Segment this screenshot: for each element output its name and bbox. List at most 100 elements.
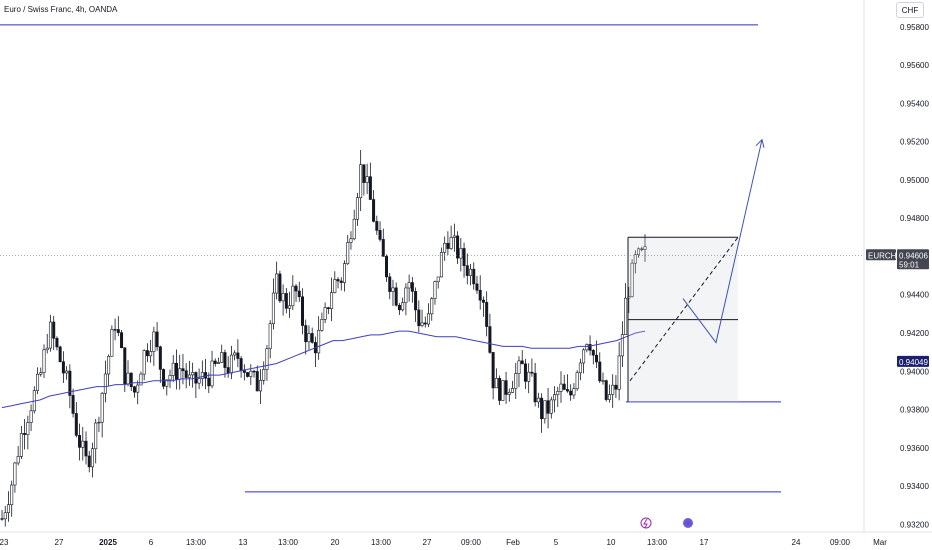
candle-body — [320, 319, 324, 331]
candle-body — [559, 383, 563, 392]
ma-tag-bg — [897, 355, 929, 367]
candle-body — [504, 380, 508, 395]
candle-body — [423, 322, 427, 325]
candle-body — [556, 391, 560, 395]
candle-body — [365, 176, 369, 183]
x-tick-label: 13:00 — [278, 538, 299, 547]
x-tick-label: 24 — [792, 538, 801, 547]
candle-body — [262, 369, 266, 381]
flash-icon[interactable] — [640, 517, 652, 529]
candle-body — [333, 279, 337, 293]
candle-body — [275, 273, 279, 294]
candle-body — [372, 199, 376, 222]
y-tick-label: 0.94200 — [900, 329, 929, 338]
candle-body — [255, 371, 259, 392]
candle-body — [0, 518, 4, 520]
candle-body — [97, 421, 101, 424]
candle-body — [507, 392, 511, 395]
candle-body — [239, 358, 243, 371]
candle-body — [200, 372, 204, 379]
candle-body — [100, 392, 104, 423]
candle-body — [6, 504, 10, 514]
candle-body — [611, 384, 615, 395]
candle-body — [472, 268, 476, 285]
candle-body — [52, 321, 56, 339]
candle-body — [378, 230, 382, 240]
candle-body — [517, 360, 521, 374]
symbol-tag: EURCHF — [868, 251, 901, 260]
candle-body — [462, 248, 466, 266]
candle-body — [523, 363, 527, 382]
candle-body — [604, 380, 608, 400]
candle-body — [48, 321, 52, 349]
candles-layer — [0, 149, 647, 527]
candle-body — [29, 410, 33, 423]
candle-body — [481, 299, 485, 303]
candle-body — [297, 290, 301, 298]
forecast-arrow-path — [682, 139, 763, 344]
candle-body — [346, 242, 350, 264]
candle-body — [491, 352, 495, 389]
candle-body — [71, 395, 75, 414]
candle-body — [61, 361, 65, 374]
candle-body — [401, 302, 405, 311]
candle-body — [123, 347, 127, 385]
candle-body — [443, 242, 447, 253]
candle-body — [465, 265, 469, 276]
candle-body — [213, 360, 217, 364]
x-tick-label: 6 — [149, 538, 154, 547]
candle-body — [187, 374, 191, 378]
candle-body — [439, 252, 443, 278]
candle-body — [265, 348, 269, 370]
candle-body — [407, 282, 411, 289]
y-tick-label: 0.95200 — [900, 138, 929, 147]
candle-body — [90, 448, 94, 468]
candle-body — [94, 422, 98, 450]
candle-body — [210, 360, 214, 387]
candle-body — [171, 362, 175, 376]
candle-body — [136, 384, 140, 393]
y-tick-label: 0.95600 — [900, 61, 929, 70]
candle-body — [562, 383, 566, 390]
candle-body — [216, 362, 220, 364]
candle-body — [578, 362, 582, 374]
candle-body — [258, 380, 262, 392]
candle-body — [165, 379, 169, 387]
candle-body — [420, 322, 424, 326]
flash-icon-glyph — [643, 518, 648, 529]
symbol-tag-bg — [866, 249, 896, 261]
candle-body — [595, 354, 599, 363]
candle-body — [394, 287, 398, 306]
y-tick-label: 0.95400 — [900, 99, 929, 108]
x-tick-label: 13:00 — [371, 538, 392, 547]
candle-body — [3, 512, 7, 520]
candle-body — [459, 248, 463, 259]
candle-body — [643, 246, 647, 250]
candle-body — [307, 333, 311, 343]
candle-body — [226, 367, 230, 374]
candle-body — [191, 372, 195, 376]
candle-body — [575, 372, 579, 389]
candle-body — [456, 235, 460, 259]
candle-body — [281, 293, 285, 302]
candle-body — [139, 373, 143, 386]
x-tick-label: Mar — [873, 538, 887, 547]
candle-body — [549, 399, 553, 414]
candle-body — [640, 248, 644, 250]
candle-body — [630, 262, 634, 297]
candle-body — [381, 239, 385, 257]
candle-body — [530, 371, 534, 374]
x-tick-label: 23 — [0, 538, 9, 547]
candle-body — [569, 390, 573, 396]
candle-body — [339, 280, 343, 283]
candle-body — [582, 349, 586, 364]
candle-body — [607, 394, 611, 400]
candle-body — [223, 352, 227, 368]
y-tick-label: 0.95000 — [900, 176, 929, 185]
candle-body — [55, 337, 59, 348]
currency-button[interactable]: CHF — [896, 2, 924, 18]
candle-body — [236, 352, 240, 359]
candle-body — [598, 361, 602, 382]
